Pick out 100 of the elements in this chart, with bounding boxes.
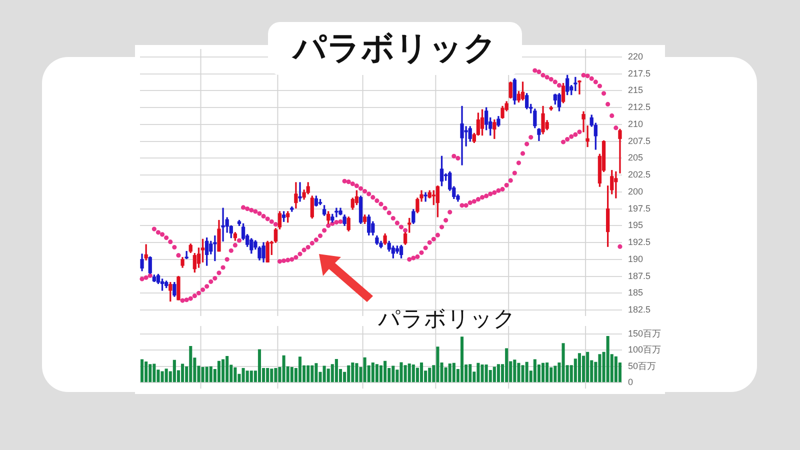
- bar: [384, 360, 387, 382]
- bar: [582, 356, 586, 382]
- bar: [420, 362, 424, 382]
- bar: [314, 363, 318, 382]
- y-tick-label: 50百万: [628, 360, 656, 371]
- bar: [521, 365, 524, 382]
- bar: [408, 363, 411, 382]
- y-tick-label: 100百万: [628, 344, 662, 355]
- bar: [347, 365, 350, 382]
- bar: [598, 354, 602, 382]
- bar: [144, 362, 148, 382]
- bar: [298, 356, 302, 382]
- bar: [310, 365, 314, 382]
- bar: [428, 368, 432, 382]
- bar: [546, 362, 549, 382]
- bar: [334, 358, 338, 382]
- bar: [242, 368, 245, 382]
- candlestick: [578, 80, 582, 94]
- bar: [266, 368, 270, 382]
- bar: [517, 362, 520, 382]
- bar: [172, 360, 176, 382]
- bar: [246, 370, 249, 382]
- candlestick: [213, 235, 217, 262]
- bar: [375, 364, 378, 382]
- bar: [468, 364, 472, 382]
- y-tick-label: 182.5: [628, 304, 651, 314]
- bar: [448, 363, 452, 382]
- candlestick: [586, 125, 590, 148]
- y-tick-label: 220: [628, 51, 644, 62]
- y-tick-label: 190: [628, 254, 644, 264]
- bar: [306, 365, 310, 382]
- candlestick: [464, 126, 468, 146]
- candlestick: [334, 208, 338, 218]
- y-tick-label: 200: [628, 186, 644, 196]
- bar: [290, 367, 294, 382]
- bar: [234, 367, 237, 382]
- candlestick: [614, 171, 618, 198]
- bar: [355, 363, 358, 382]
- bar: [606, 336, 610, 382]
- y-tick-label: 205: [628, 152, 644, 163]
- y-tick-label: 197.5: [628, 203, 651, 214]
- bar: [322, 366, 326, 382]
- bar: [351, 362, 354, 382]
- bar: [452, 362, 456, 382]
- bar: [400, 362, 403, 382]
- bar: [258, 349, 262, 382]
- bar: [140, 359, 144, 382]
- bar: [152, 364, 156, 382]
- y-tick-label: 215: [628, 85, 644, 96]
- candlestick: [618, 128, 622, 174]
- bar: [201, 367, 204, 382]
- y-tick-label: 192.5: [628, 237, 651, 248]
- bar: [270, 368, 274, 382]
- bar: [513, 360, 516, 382]
- bar: [379, 365, 383, 382]
- y-tick-label: 212.5: [628, 102, 651, 112]
- bar: [160, 371, 164, 382]
- y-tick-label: 0: [628, 377, 634, 388]
- bar: [181, 364, 184, 382]
- bar: [282, 355, 286, 382]
- bar: [392, 366, 395, 382]
- y-tick-label: 207.5: [628, 136, 651, 146]
- bar: [222, 359, 225, 382]
- bar: [148, 364, 152, 382]
- bar: [274, 368, 278, 382]
- bar: [578, 353, 581, 382]
- bar: [476, 362, 480, 382]
- y-tick-label: 217.5: [628, 68, 651, 78]
- bar: [586, 352, 590, 382]
- y-tick-label: 187.5: [628, 270, 651, 281]
- bar: [189, 346, 192, 382]
- y-tick-label: 185: [628, 288, 644, 298]
- y-tick-label: 195: [628, 220, 644, 230]
- bar: [371, 362, 374, 382]
- y-tick-label: 210: [628, 118, 644, 129]
- candlestick: [574, 76, 578, 92]
- candlestick: [460, 106, 464, 166]
- bar: [542, 362, 545, 382]
- y-tick-label: 202.5: [628, 170, 651, 180]
- chart-title: パラボリック: [268, 22, 522, 75]
- candlestick: [298, 182, 302, 202]
- bar: [554, 366, 557, 382]
- bar: [614, 356, 618, 382]
- bar: [363, 357, 366, 382]
- bar: [492, 366, 496, 382]
- bar: [496, 364, 500, 382]
- bar: [484, 364, 488, 382]
- bar: [205, 366, 208, 382]
- candlestick: [221, 208, 225, 242]
- bar: [412, 364, 415, 382]
- bar: [226, 356, 229, 382]
- bar: [209, 366, 212, 382]
- bar: [533, 359, 536, 382]
- bar: [480, 364, 484, 382]
- bar: [525, 362, 528, 382]
- bar: [217, 360, 220, 382]
- bar: [164, 368, 168, 382]
- bar: [505, 348, 508, 382]
- bar: [436, 346, 440, 382]
- y-tick-label: 150百万: [628, 328, 662, 338]
